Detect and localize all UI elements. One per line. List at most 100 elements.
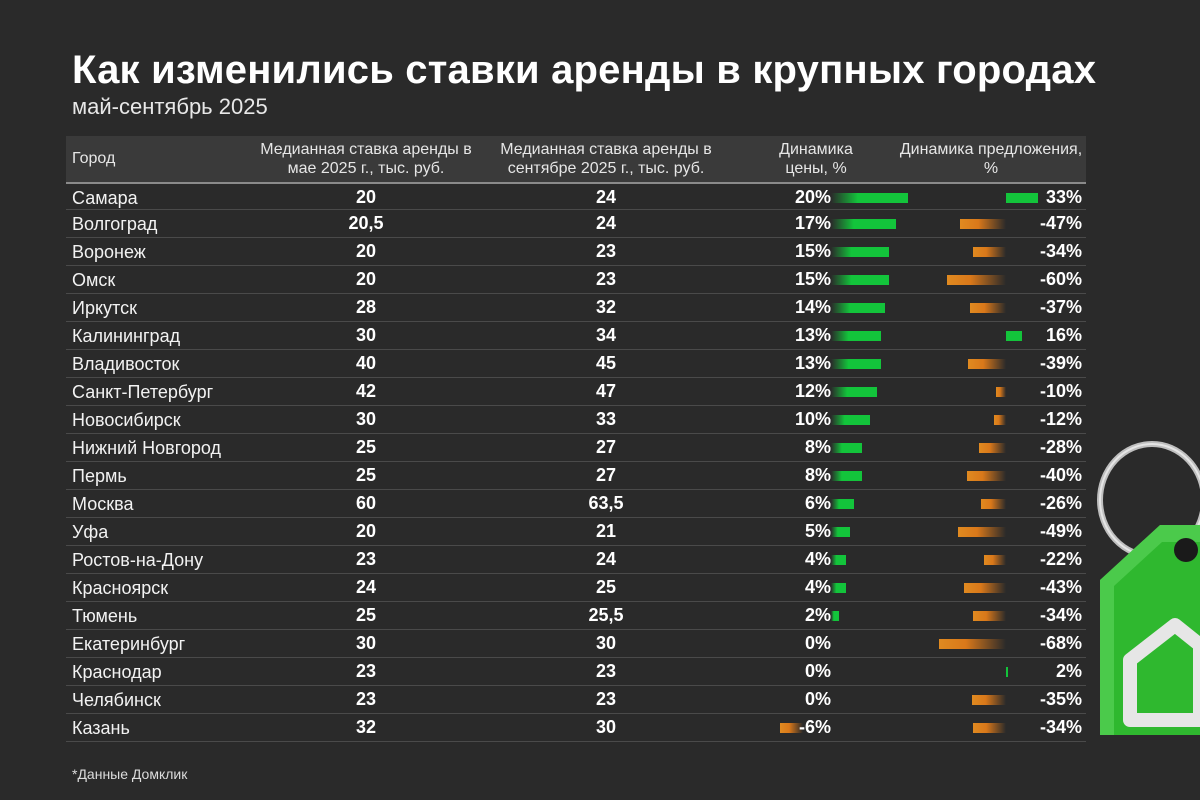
supply-change-label: -22% [1039, 549, 1082, 569]
chart-subtitle: май-сентябрь 2025 [72, 94, 268, 119]
price-change-bar [831, 583, 847, 593]
price-change-bar [831, 303, 885, 313]
table-header: Город Медианная ставка аренды в мае 2025… [66, 136, 1086, 182]
rent-september-value: 24 [595, 213, 617, 233]
supply-change-bar [1006, 667, 1008, 677]
rent-september-value: 34 [595, 325, 617, 345]
chart-title: Как изменились ставки аренды в крупных г… [72, 48, 1097, 92]
supply-change-label: -37% [1039, 297, 1082, 317]
supply-change-label: -35% [1039, 689, 1082, 709]
city-name: Волгоград [72, 214, 158, 234]
table-row: Самара 20 24 20% 33% [66, 182, 1086, 210]
supply-change-label: -28% [1039, 437, 1082, 457]
supply-change-bar [939, 639, 1006, 649]
supply-change-label: 33% [1045, 187, 1082, 207]
price-change-label: 20% [794, 187, 831, 207]
rent-may-value: 42 [355, 381, 377, 401]
rent-september-value: 24 [595, 549, 617, 569]
table-row: Иркутск 28 32 14% -37% [66, 294, 1086, 322]
supply-change-bar [972, 723, 1006, 733]
rent-may-value: 25 [355, 605, 377, 625]
header-may: Медианная ставка аренды в мае 2025 г., т… [260, 141, 472, 177]
rent-september-value: 21 [595, 521, 617, 541]
header-supply-change: Динамика предложения, % [899, 141, 1083, 177]
supply-change-label: -49% [1039, 521, 1082, 541]
table-row: Ростов-на-Дону 23 24 4% -22% [66, 546, 1086, 574]
price-change-label: 0% [804, 689, 831, 709]
rent-may-value: 20 [355, 241, 377, 261]
rent-september-value: 27 [595, 465, 617, 485]
price-change-label: 5% [804, 521, 831, 541]
table-row: Тюмень 25 25,5 2% -34% [66, 602, 1086, 630]
rent-september-value: 47 [595, 381, 617, 401]
price-change-bar [831, 275, 889, 285]
table-row: Омск 20 23 15% -60% [66, 266, 1086, 294]
price-tag-illustration [1097, 441, 1200, 735]
supply-change-label: -12% [1039, 409, 1082, 429]
rent-september-value: 23 [595, 689, 617, 709]
price-change-bar [831, 611, 839, 621]
price-change-label: 13% [794, 325, 831, 345]
city-name: Калининград [72, 326, 181, 346]
price-change-label: 8% [804, 437, 831, 457]
city-name: Москва [72, 494, 134, 514]
rent-may-value: 20 [355, 269, 377, 289]
price-change-bar [831, 527, 851, 537]
supply-change-bar [984, 555, 1006, 565]
rent-may-value: 20 [355, 521, 377, 541]
table-row: Москва 60 63,5 6% -26% [66, 490, 1086, 518]
rent-september-value: 30 [595, 717, 617, 737]
price-change-label: 4% [804, 549, 831, 569]
price-change-bar [831, 247, 889, 257]
supply-change-bar [971, 695, 1006, 705]
rent-may-value: 30 [355, 325, 377, 345]
city-name: Красноярск [72, 578, 169, 598]
supply-change-bar [967, 359, 1006, 369]
supply-change-label: -47% [1039, 213, 1082, 233]
supply-change-bar [978, 443, 1006, 453]
supply-change-label: 2% [1055, 661, 1082, 681]
table-row: Воронеж 20 23 15% -34% [66, 238, 1086, 266]
price-change-label: 14% [794, 297, 831, 317]
supply-change-bar [996, 387, 1006, 397]
rent-may-value: 23 [355, 549, 377, 569]
table-row: Нижний Новгород 25 27 8% -28% [66, 434, 1086, 462]
table-row: Казань 32 30 -6% -34% [66, 714, 1086, 742]
city-name: Иркутск [72, 298, 137, 318]
supply-change-bar [959, 219, 1006, 229]
city-name: Казань [72, 718, 130, 738]
price-change-label: 12% [794, 381, 831, 401]
supply-change-label: -60% [1039, 269, 1082, 289]
city-name: Пермь [72, 466, 127, 486]
rent-may-value: 30 [355, 409, 377, 429]
supply-change-label: -40% [1039, 465, 1082, 485]
rent-september-value: 30 [595, 633, 617, 653]
rent-september-value: 32 [595, 297, 617, 317]
rent-may-value: 23 [355, 689, 377, 709]
table-row: Санкт-Петербург 42 47 12% -10% [66, 378, 1086, 406]
rent-may-value: 25 [355, 437, 377, 457]
supply-change-bar [963, 583, 1006, 593]
supply-change-bar [947, 275, 1006, 285]
city-name: Нижний Новгород [72, 438, 222, 458]
supply-change-label: -68% [1039, 633, 1082, 653]
price-change-label: 6% [804, 493, 831, 513]
city-name: Санкт-Петербург [72, 382, 214, 402]
header-price-change: Динамика цены, % [779, 141, 853, 177]
city-name: Ростов-на-Дону [72, 550, 204, 570]
supply-change-bar [980, 499, 1006, 509]
supply-change-bar [1006, 331, 1022, 341]
table-row: Красноярск 24 25 4% -43% [66, 574, 1086, 602]
rent-september-value: 23 [595, 661, 617, 681]
price-change-bar [831, 193, 908, 203]
price-change-bar [831, 555, 847, 565]
city-name: Самара [72, 188, 138, 208]
rent-september-value: 25,5 [588, 605, 624, 625]
price-change-label: -6% [798, 717, 831, 737]
price-change-label: 8% [804, 465, 831, 485]
price-change-bar [779, 723, 803, 733]
rent-may-value: 32 [355, 717, 377, 737]
table-row: Пермь 25 27 8% -40% [66, 462, 1086, 490]
price-change-bar [831, 415, 870, 425]
rent-september-value: 23 [595, 269, 617, 289]
